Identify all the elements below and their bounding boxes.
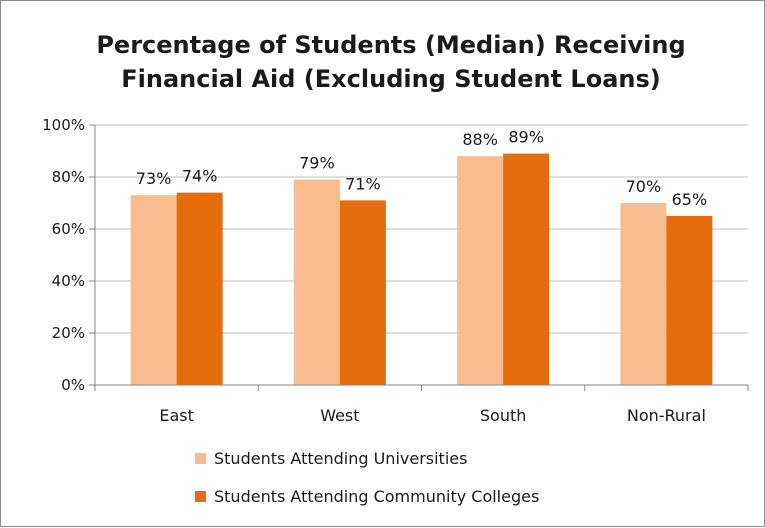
chart-title: Percentage of Students (Median) Receivin…: [96, 31, 685, 93]
x-category-label: Non-Rural: [627, 406, 706, 425]
axes: [94, 125, 749, 391]
bar-value-label: 65%: [672, 190, 708, 209]
bar-community-colleges: [339, 200, 386, 385]
x-category-label: South: [480, 406, 527, 425]
legend-swatch: [195, 453, 206, 464]
legend-label: Students Attending Universities: [214, 449, 467, 468]
bar-universities: [293, 179, 340, 385]
x-category-label: East: [159, 406, 194, 425]
bar-value-label: 88%: [462, 130, 498, 149]
chart-title-line-2: Financial Aid (Excluding Student Loans): [121, 65, 661, 93]
bar-value-label: 71%: [345, 174, 381, 193]
bar-value-label: 70%: [626, 177, 662, 196]
bars: [130, 153, 713, 385]
y-tick-label: 20%: [52, 324, 85, 342]
data-labels: 73% 74% 79% 71% 88% 89% 70% 65%: [136, 128, 707, 209]
legend-swatch: [195, 491, 206, 502]
bar-value-label: 79%: [299, 154, 335, 173]
y-tick-label: 60%: [52, 220, 85, 238]
x-category-label: West: [320, 406, 359, 425]
bar-community-colleges: [176, 192, 223, 385]
bar-universities: [457, 156, 504, 385]
bar-universities: [130, 195, 177, 385]
y-tick-label: 0%: [61, 376, 85, 394]
y-tick-label: 40%: [52, 272, 85, 290]
bar-universities: [620, 203, 667, 385]
bar-community-colleges: [503, 153, 550, 385]
bar-value-label: 74%: [182, 167, 218, 186]
legend-label: Students Attending Community Colleges: [214, 487, 539, 506]
bar-value-label: 89%: [508, 128, 544, 147]
bar-value-label: 73%: [136, 169, 172, 188]
x-axis-categories: East West South Non-Rural: [159, 406, 706, 425]
legend: Students Attending Universities Students …: [195, 449, 539, 506]
y-axis-ticks: 0% 20% 40% 60% 80% 100%: [42, 116, 95, 394]
y-tick-label: 100%: [42, 116, 85, 134]
bar-community-colleges: [666, 216, 713, 385]
chart-title-line-1: Percentage of Students (Median) Receivin…: [96, 31, 685, 59]
y-tick-label: 80%: [52, 168, 85, 186]
